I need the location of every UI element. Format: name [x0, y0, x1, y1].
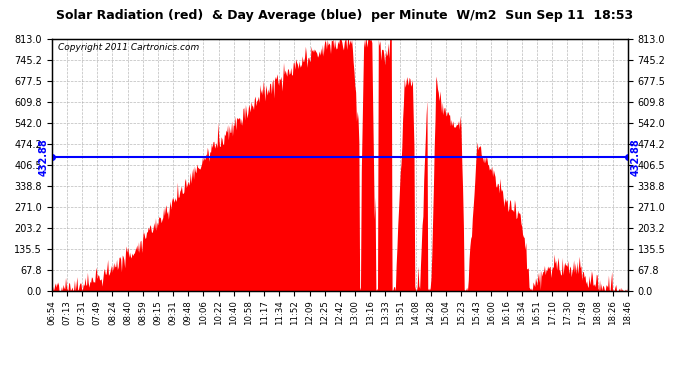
Text: Solar Radiation (red)  & Day Average (blue)  per Minute  W/m2  Sun Sep 11  18:53: Solar Radiation (red) & Day Average (blu… — [57, 9, 633, 22]
Text: 432.88: 432.88 — [39, 138, 49, 176]
Text: Copyright 2011 Cartronics.com: Copyright 2011 Cartronics.com — [57, 43, 199, 52]
Text: 432.88: 432.88 — [631, 138, 641, 176]
